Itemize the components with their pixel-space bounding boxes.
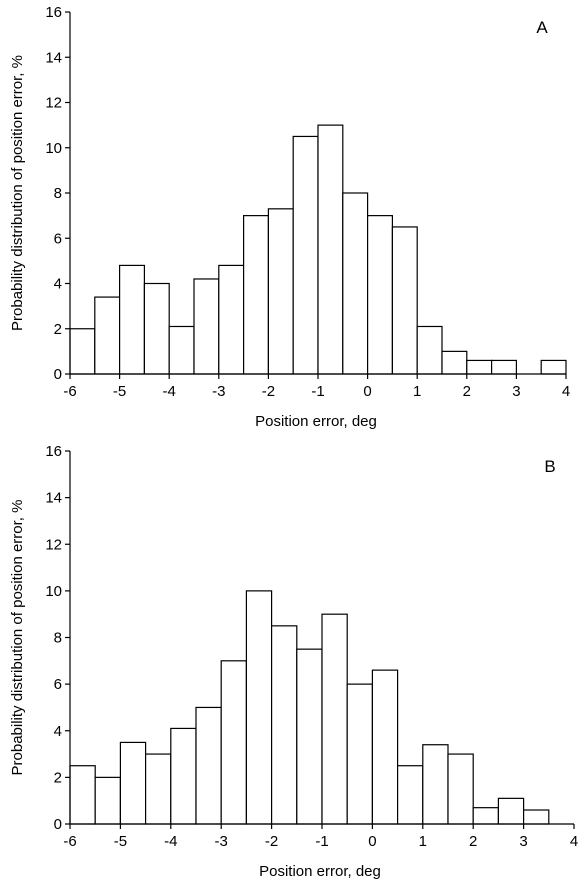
histogram-bar <box>422 744 449 825</box>
histogram-bar <box>245 590 273 825</box>
histogram-bar <box>367 215 394 375</box>
y-tick-label: 12 <box>45 95 62 112</box>
histogram-bar <box>69 328 96 375</box>
histogram-bar <box>447 753 474 825</box>
x-tick-label: -5 <box>114 833 127 850</box>
x-tick-label: -6 <box>63 383 76 400</box>
histogram-bar <box>220 660 247 825</box>
histogram-bar <box>145 753 172 825</box>
x-tick-label: 3 <box>519 833 527 850</box>
histogram-bar <box>491 359 518 375</box>
histogram-bar <box>371 669 399 825</box>
histogram-bar <box>243 215 270 375</box>
histogram-bar <box>346 683 374 825</box>
y-tick-label: 8 <box>54 185 62 202</box>
histogram-bar <box>397 765 424 825</box>
y-tick-label: 14 <box>45 490 62 507</box>
y-tick-label: 8 <box>54 630 62 647</box>
panel-label: A <box>536 18 548 37</box>
histogram-bar <box>497 797 525 825</box>
x-tick-label: -4 <box>163 383 176 400</box>
x-tick-label: 0 <box>363 383 371 400</box>
x-tick-label: 2 <box>469 833 477 850</box>
y-axis-title: Probability distribution of position err… <box>9 55 26 331</box>
histogram-bar <box>342 192 369 375</box>
x-tick-label: 1 <box>413 383 421 400</box>
x-tick-label: 4 <box>562 383 570 400</box>
histogram-bar <box>168 325 195 375</box>
y-tick-label: 4 <box>54 723 62 740</box>
histogram-bar <box>94 776 121 825</box>
y-axis-title: Probability distribution of position err… <box>9 500 26 776</box>
y-tick-label: 10 <box>45 583 62 600</box>
histogram-bar <box>118 264 145 375</box>
y-tick-label: 6 <box>54 230 62 247</box>
x-tick-label: -2 <box>265 833 278 850</box>
x-axis-title: Position error, deg <box>259 863 381 880</box>
x-tick-label: 0 <box>368 833 376 850</box>
x-tick-label: 2 <box>463 383 471 400</box>
y-tick-label: 12 <box>45 536 62 553</box>
x-tick-label: -3 <box>212 383 225 400</box>
x-tick-label: -2 <box>262 383 275 400</box>
x-tick-label: -3 <box>215 833 228 850</box>
y-tick-label: 14 <box>45 49 62 66</box>
histogram-bar <box>119 741 147 825</box>
x-tick-label: -1 <box>311 383 324 400</box>
histogram-bar <box>540 359 567 375</box>
histogram-bar <box>267 208 294 375</box>
histogram-bar <box>170 727 197 825</box>
histogram-bar <box>271 625 298 825</box>
histogram-bar <box>69 765 96 825</box>
histogram-bar <box>522 809 550 825</box>
x-tick-label: -4 <box>164 833 177 850</box>
histogram-bar <box>193 278 220 375</box>
x-tick-label: -5 <box>113 383 126 400</box>
histogram-bar <box>416 325 443 375</box>
y-tick-label: 10 <box>45 140 62 157</box>
x-tick-label: 3 <box>512 383 520 400</box>
histogram-bar <box>218 264 245 375</box>
x-axis-title: Position error, deg <box>255 413 377 430</box>
y-tick-label: 4 <box>54 276 62 293</box>
histogram-bar <box>195 706 222 825</box>
histogram-bar <box>143 282 170 375</box>
y-tick-label: 0 <box>54 816 62 833</box>
y-tick-label: 6 <box>54 676 62 693</box>
panel-label: B <box>544 457 555 476</box>
y-tick-label: 0 <box>54 366 62 383</box>
histogram-bar <box>292 135 319 375</box>
x-tick-label: -1 <box>315 833 328 850</box>
histogram-bar <box>321 613 348 825</box>
x-tick-label: -6 <box>63 833 76 850</box>
y-tick-label: 16 <box>45 4 62 21</box>
histogram-bar <box>472 807 500 825</box>
histogram-bar <box>317 124 344 375</box>
histogram-bar <box>391 226 418 375</box>
histogram-bar <box>441 350 468 375</box>
x-tick-label: 4 <box>570 833 578 850</box>
histogram-bar <box>466 359 493 375</box>
y-tick-label: 16 <box>45 443 62 460</box>
histogram-bar <box>296 648 323 825</box>
y-tick-label: 2 <box>54 321 62 338</box>
y-tick-label: 2 <box>54 769 62 786</box>
x-tick-label: 1 <box>419 833 427 850</box>
histogram-bar <box>94 296 121 375</box>
